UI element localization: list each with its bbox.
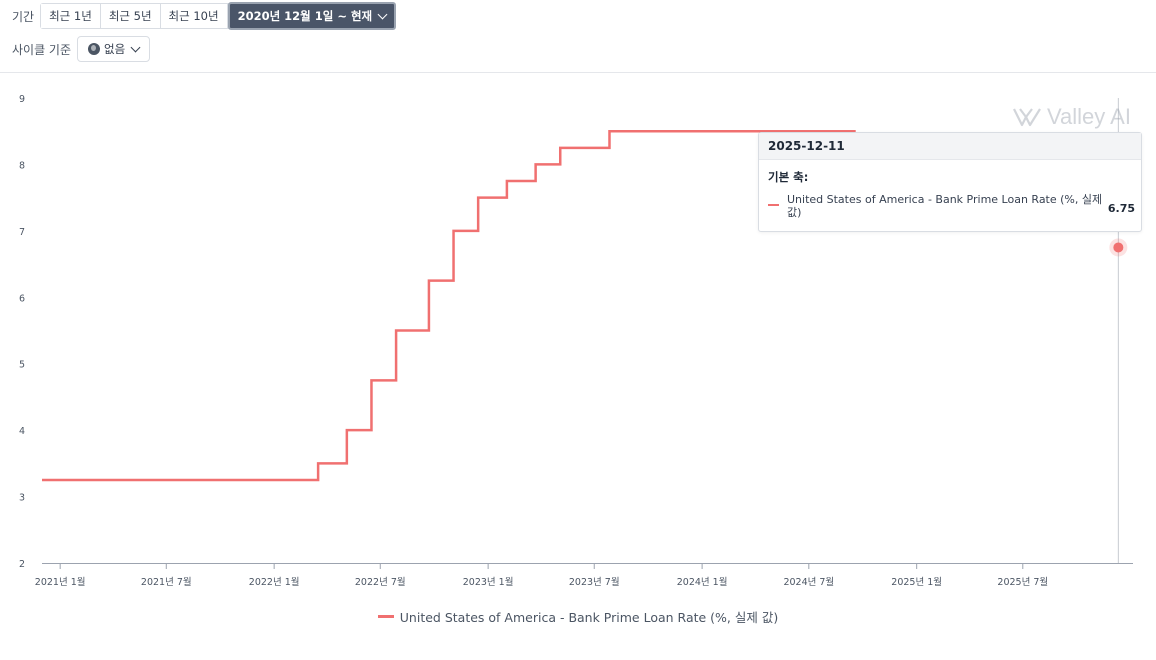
period-5y-button[interactable]: 최근 5년 (100, 4, 161, 28)
x-tick-label: 2025년 1월 (891, 576, 942, 588)
y-tick-label: 8 (19, 160, 25, 171)
globe-icon (88, 43, 101, 55)
period-10y-button[interactable]: 최근 10년 (160, 4, 228, 28)
tooltip-date: 2025-12-11 (759, 133, 1141, 160)
y-tick-label: 4 (19, 426, 25, 437)
tooltip-value: 6.75 (1107, 202, 1135, 215)
y-tick-label: 9 (19, 94, 25, 105)
period-selector-row: 기간 최근 1년 최근 5년 최근 10년 2020년 12월 1일 ~ 현재 (12, 2, 397, 30)
tooltip-series-name: United States of America - Bank Prime Lo… (787, 193, 1103, 219)
watermark: Valley AI (1012, 104, 1131, 130)
cycle-dropdown[interactable]: 없음 (77, 36, 151, 62)
cycle-label: 사이클 기준 (12, 42, 72, 57)
y-tick-label: 3 (19, 493, 25, 504)
period-segmented-control: 최근 1년 최근 5년 최근 10년 2020년 12월 1일 ~ 현재 (40, 2, 397, 30)
tooltip-axis-label: 기본 축: (768, 170, 809, 184)
x-tick-label: 2022년 1월 (249, 576, 300, 588)
watermark-text: Valley AI (1047, 104, 1131, 129)
x-tick-label: 2023년 1월 (463, 576, 514, 588)
x-tick-label: 2023년 7월 (569, 576, 620, 588)
period-1y-button[interactable]: 최근 1년 (41, 4, 101, 28)
x-tick-label: 2024년 7월 (783, 576, 834, 588)
y-tick-label: 6 (19, 293, 25, 304)
chart-legend[interactable]: United States of America - Bank Prime Lo… (0, 607, 1156, 626)
legend-swatch (377, 615, 394, 618)
period-label: 기간 (12, 9, 35, 24)
x-tick-label: 2022년 7월 (355, 576, 406, 588)
y-tick-label: 5 (19, 360, 25, 371)
y-tick-label: 7 (19, 227, 25, 238)
y-tick-label: 2 (19, 559, 25, 570)
tooltip-series-swatch (768, 204, 779, 206)
period-custom-label: 2020년 12월 1일 ~ 현재 (237, 9, 373, 23)
period-custom-button[interactable]: 2020년 12월 1일 ~ 현재 (227, 2, 397, 30)
x-tick-label: 2024년 1월 (677, 576, 728, 588)
x-tick-label: 2021년 1월 (35, 576, 86, 588)
legend-label: United States of America - Bank Prime Lo… (399, 610, 779, 625)
cycle-selector-row: 사이클 기준 없음 (12, 36, 151, 62)
valley-logo-icon (1013, 108, 1041, 127)
cycle-value: 없음 (104, 42, 126, 56)
series-line (42, 129, 856, 482)
chart-tooltip: 2025-12-11 기본 축: United States of Americ… (758, 132, 1142, 232)
x-tick-label: 2025년 7월 (997, 576, 1048, 588)
toolbar-divider (0, 72, 1156, 73)
hover-point (1113, 242, 1124, 253)
x-tick-label: 2021년 7월 (141, 576, 192, 588)
